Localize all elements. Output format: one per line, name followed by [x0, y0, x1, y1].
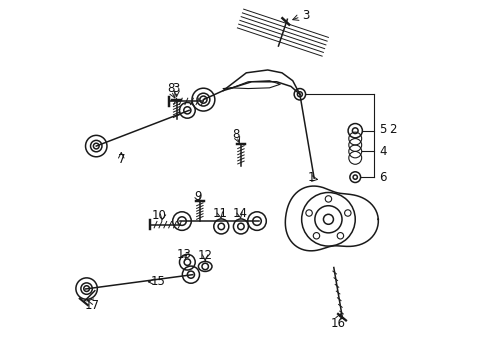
Text: 10: 10 — [152, 209, 166, 222]
Text: 15: 15 — [150, 275, 165, 288]
Text: 17: 17 — [84, 298, 99, 311]
Text: 16: 16 — [330, 317, 345, 330]
Text: 8: 8 — [231, 128, 239, 141]
Text: 2: 2 — [388, 123, 396, 136]
Text: 3: 3 — [172, 82, 179, 95]
Text: 3: 3 — [302, 9, 309, 22]
Text: 7: 7 — [117, 153, 125, 166]
Text: 14: 14 — [232, 207, 247, 220]
Text: 13: 13 — [176, 248, 191, 261]
Text: 1: 1 — [307, 171, 315, 184]
Text: 4: 4 — [379, 145, 386, 158]
Text: 11: 11 — [213, 207, 227, 220]
Text: 12: 12 — [197, 248, 212, 261]
Text: 8: 8 — [166, 82, 174, 95]
Text: 5: 5 — [379, 123, 386, 136]
Text: 6: 6 — [379, 171, 386, 184]
Text: 9: 9 — [194, 190, 202, 203]
